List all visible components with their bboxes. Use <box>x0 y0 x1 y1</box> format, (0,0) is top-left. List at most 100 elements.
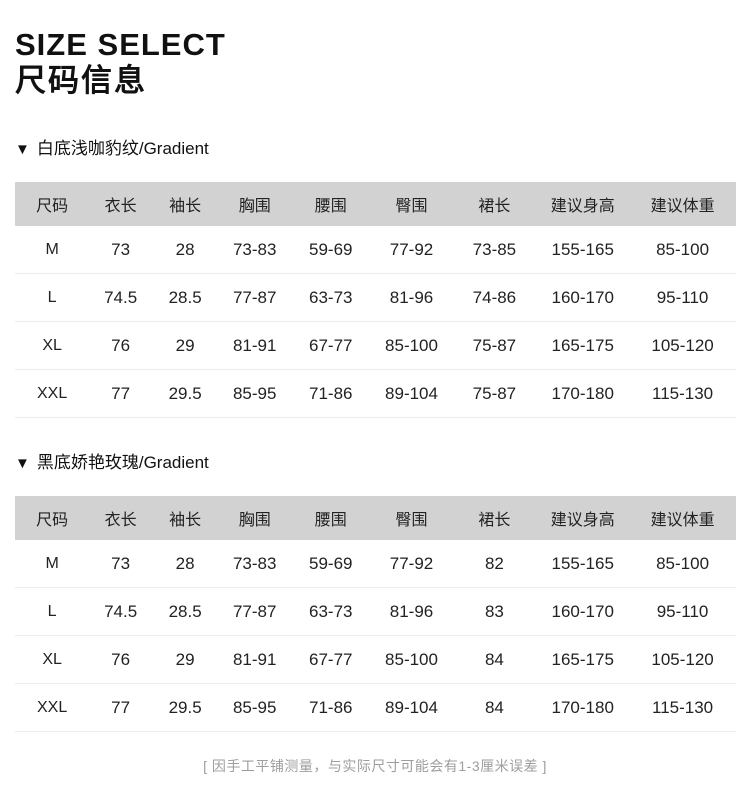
measurement-cell: 170-180 <box>551 383 614 403</box>
measurement-cell: 89-104 <box>385 697 438 717</box>
column-header: 胸围 <box>238 198 271 215</box>
measurement-cell: 105-120 <box>651 649 714 669</box>
measurement-cell: 83 <box>484 601 504 621</box>
size-table-rose: 尺码 衣长 袖长 胸围 腰围 臀围 裙长 建议身高 建议体重 M 73 28 73-83 59-69 77-… <box>15 496 736 732</box>
column-header: 裙长 <box>478 198 511 215</box>
measurement-cell: 165-175 <box>551 335 614 355</box>
section-header-leopard: ▼ 白底浅咖豹纹/Gradient <box>15 138 735 159</box>
measurement-cell: 73 <box>111 239 131 259</box>
table-row: M 73 28 73-83 59-69 77-92 82 155-165 85-100 <box>15 540 736 588</box>
measurement-cell: 84 <box>484 697 504 717</box>
page-title-block: SIZE SELECT 尺码信息 <box>0 0 750 100</box>
table-row: XXL 77 29.5 85-95 71-86 89-104 84 170-180 115-13… <box>15 684 736 732</box>
size-label-cell: L <box>47 288 57 306</box>
measurement-cell: 73-83 <box>232 239 277 259</box>
measurement-cell: 28 <box>175 553 195 573</box>
measurement-cell: 165-175 <box>551 649 614 669</box>
measurement-cell: 95-110 <box>656 601 709 621</box>
table-header-row: 尺码 衣长 袖长 胸围 腰围 臀围 裙长 建议身高 建议体重 <box>15 182 736 226</box>
table-row: XL 76 29 81-91 67-77 85-100 75-87 165-175 105-12… <box>15 322 736 370</box>
measurement-cell: 29.5 <box>168 383 202 403</box>
measurement-cell: 77-87 <box>232 287 277 307</box>
column-header: 袖长 <box>169 512 202 529</box>
size-label-cell: XXL <box>37 384 68 402</box>
measurement-cell: 63-73 <box>309 601 353 621</box>
measurement-cell: 85-100 <box>656 239 710 259</box>
measurement-cell: 77 <box>111 697 131 717</box>
measurement-cell: 28.5 <box>168 287 202 307</box>
measurement-cell: 28.5 <box>168 601 202 621</box>
measurement-cell: 63-73 <box>309 287 353 307</box>
measurement-cell: 155-165 <box>551 553 614 573</box>
measurement-cell: 74.5 <box>104 601 138 621</box>
measurement-cell: 75-87 <box>472 383 517 403</box>
column-header: 建议体重 <box>650 512 715 529</box>
column-header: 腰围 <box>314 198 347 215</box>
measurement-cell: 73-85 <box>472 239 517 259</box>
measurement-cell: 81-96 <box>389 601 434 621</box>
measurement-cell: 73 <box>111 553 131 573</box>
measurement-cell: 67-77 <box>309 649 353 669</box>
section-header-rose: ▼ 黑底娇艳玫瑰/Gradient <box>15 452 735 473</box>
measurement-cell: 67-77 <box>309 335 353 355</box>
measurement-cell: 28 <box>175 239 195 259</box>
column-header: 建议身高 <box>550 198 615 215</box>
section-label: 黑底娇艳玫瑰/Gradient <box>36 453 209 472</box>
size-label-cell: XL <box>42 336 62 354</box>
measurement-cell: 155-165 <box>551 239 614 259</box>
size-label-cell: M <box>45 240 59 258</box>
triangle-marker-icon: ▼ <box>15 141 30 158</box>
measurement-cell: 160-170 <box>551 287 614 307</box>
column-header: 衣长 <box>104 198 137 215</box>
measurement-cell: 105-120 <box>651 335 714 355</box>
measurement-cell: 71-86 <box>309 697 353 717</box>
triangle-marker-icon: ▼ <box>15 455 30 472</box>
measurement-cell: 85-95 <box>232 383 277 403</box>
measurement-cell: 76 <box>111 649 131 669</box>
measurement-cell: 29 <box>175 335 195 355</box>
measurement-cell: 85-100 <box>385 649 438 669</box>
page-title-zh: 尺码信息 <box>15 63 147 98</box>
measurement-cell: 81-96 <box>389 287 434 307</box>
measurement-cell: 82 <box>484 553 504 573</box>
page-title-en: SIZE SELECT <box>15 27 226 62</box>
measurement-cell: 160-170 <box>551 601 614 621</box>
measurement-cell: 74.5 <box>104 287 138 307</box>
size-label-cell: M <box>45 554 59 572</box>
measurement-cell: 77-92 <box>389 239 434 259</box>
column-header: 裙长 <box>478 512 511 529</box>
measurement-cell: 29 <box>175 649 195 669</box>
measurement-cell: 59-69 <box>309 239 353 259</box>
measurement-cell: 85-100 <box>656 553 710 573</box>
measurement-cell: 75-87 <box>472 335 517 355</box>
measurement-cell: 74-86 <box>472 287 517 307</box>
column-header: 腰围 <box>314 512 347 529</box>
column-header: 建议体重 <box>650 198 715 215</box>
table-row: XXL 77 29.5 85-95 71-86 89-104 75-87 170-180 115… <box>15 370 736 418</box>
column-header: 建议身高 <box>550 512 615 529</box>
section-label: 白底浅咖豹纹/Gradient <box>36 139 209 158</box>
measurement-cell: 85-100 <box>385 335 438 355</box>
measurement-cell: 81-91 <box>232 335 277 355</box>
measurement-cell: 77-87 <box>232 601 277 621</box>
measurement-cell: 81-91 <box>232 649 277 669</box>
size-label-cell: XXL <box>37 698 68 716</box>
size-label-cell: L <box>47 602 57 620</box>
table-row: XL 76 29 81-91 67-77 85-100 84 165-175 105-120 <box>15 636 736 684</box>
measurement-cell: 77-92 <box>389 553 434 573</box>
measurement-cell: 95-110 <box>656 287 709 307</box>
column-header: 臀围 <box>395 198 428 215</box>
measurement-cell: 71-86 <box>309 383 353 403</box>
measurement-cell: 85-95 <box>232 697 277 717</box>
measurement-cell: 73-83 <box>232 553 277 573</box>
measurement-cell: 115-130 <box>652 383 714 403</box>
table-row: L 74.5 28.5 77-87 63-73 81-96 83 160-170 95-110 <box>15 588 736 636</box>
table-header-row: 尺码 衣长 袖长 胸围 腰围 臀围 裙长 建议身高 建议体重 <box>15 496 736 540</box>
measurement-cell: 77 <box>111 383 131 403</box>
column-header: 尺码 <box>36 198 69 215</box>
measurement-cell: 84 <box>484 649 504 669</box>
column-header: 袖长 <box>169 198 202 215</box>
column-header: 尺码 <box>36 512 69 529</box>
measurement-cell: 89-104 <box>385 383 438 403</box>
